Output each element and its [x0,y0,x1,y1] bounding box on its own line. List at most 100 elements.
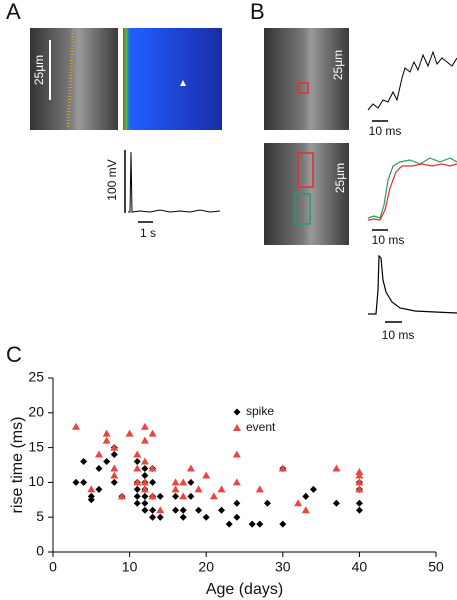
data-point [102,436,111,444]
y-tick-label: 5 [36,508,44,524]
data-point [218,506,226,514]
data-point [87,496,95,504]
data-point [301,506,310,514]
data-point [255,485,264,493]
data-point [72,478,80,486]
micrograph [30,28,118,130]
data-point [355,499,363,507]
data-point [102,429,111,437]
data-point [232,478,241,486]
data-point [133,492,141,500]
data-point [133,464,142,472]
x-tick-label: 50 [428,559,444,575]
data-point [141,471,149,479]
data-point [110,464,119,472]
data-point [149,478,157,486]
fluorescence-trace [367,163,457,221]
data-point [156,506,165,514]
data-point [172,492,180,500]
y-tick-label: 20 [28,404,44,420]
data-point [140,478,149,486]
data-point [95,485,103,493]
data-point [117,492,126,500]
data-point [110,443,119,451]
micrograph [264,28,349,130]
data-point [80,478,88,486]
scale-label: 25µm [333,163,347,193]
data-point [256,520,264,528]
panel-label: A [6,0,21,24]
legend-marker [233,408,241,416]
data-point [148,464,157,472]
data-point [279,520,287,528]
data-point [195,506,203,514]
data-point [179,492,188,500]
legend-marker [233,424,241,431]
data-point [233,499,241,507]
data-point [332,464,341,472]
legend-label: event [246,420,276,434]
x-tick-label: 10 [122,559,138,575]
data-point [103,458,111,466]
data-point [141,464,149,472]
data-point [133,485,141,493]
data-point [149,513,157,521]
data-point [309,485,317,493]
data-point [172,506,180,514]
data-point [133,499,141,507]
data-point [194,485,203,493]
panel-label: C [6,342,22,367]
y-tick-label: 0 [36,543,44,559]
data-point [355,471,364,479]
data-point [110,478,118,486]
scale-label: 100 mV [105,159,119,200]
data-point [125,429,134,437]
scale-label: 25µm [32,55,46,85]
data-point [156,513,164,521]
x-tick-label: 0 [49,559,57,575]
data-point [209,492,218,500]
roi [297,152,314,188]
scatter-chart: 0 5 10 15 20 25 0 10 20 30 40 50 Age (days) rise time… [9,369,444,599]
legend-label: spike [246,404,274,418]
scale-label: 25µm [331,50,345,80]
data-point [171,478,180,486]
data-point [355,478,364,486]
data-point [133,458,141,466]
data-point [248,520,256,528]
roi [297,82,309,94]
data-point [217,485,226,493]
data-point [202,513,210,521]
data-point [171,485,180,493]
data-point [133,478,142,486]
data-point [179,506,187,514]
panel-label: B [250,0,265,24]
fluorescence-trace [367,157,457,219]
data-point [278,464,287,472]
cell-outline [66,29,75,129]
data-point [179,478,188,486]
data-point [263,499,271,507]
data-point [233,513,241,521]
data-point [332,499,340,507]
data-point [187,478,195,486]
y-tick-label: 25 [28,369,44,385]
y-tick-label: 15 [28,438,44,454]
roi [294,193,311,225]
y-axis-label: rise time (ms) [9,417,26,514]
data-point [94,450,103,458]
x-tick-label: 40 [352,559,368,575]
scale-label: 10 ms [372,233,405,247]
data-point [187,492,195,500]
x-axis-label: Age (days) [206,581,283,598]
data-point [141,499,149,507]
voltage-trace [128,151,221,213]
data-point [87,485,96,493]
x-tick-label: 30 [275,559,291,575]
data-point [156,492,164,500]
data-point [294,499,303,507]
data-point [232,450,241,458]
data-point [110,451,118,459]
data-point [149,506,157,514]
